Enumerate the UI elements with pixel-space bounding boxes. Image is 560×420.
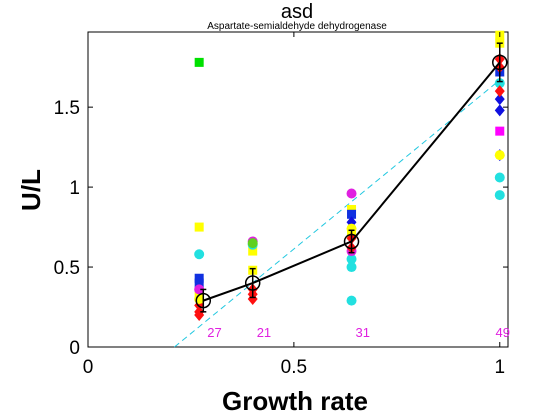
mean-point: [343, 233, 360, 250]
x-tick-label: 0.5: [281, 357, 307, 378]
y-tick-label: 1.5: [54, 98, 80, 119]
x-tick-label: 0: [83, 357, 94, 378]
sample-count-label: 49: [496, 325, 510, 340]
data-point: [495, 126, 505, 136]
x-tick-label: 1: [494, 357, 505, 378]
data-point: [194, 278, 204, 288]
data-point: [494, 104, 505, 117]
data-point: [346, 295, 357, 306]
sample-count-label: 21: [257, 325, 271, 340]
y-tick-label: 0.5: [54, 258, 80, 279]
sample-count-label: 27: [207, 325, 221, 340]
data-point: [347, 204, 357, 214]
data-point: [494, 150, 505, 161]
y-tick-label: 1: [69, 178, 80, 199]
mean-point: [195, 292, 212, 309]
y-tick-label: 0: [69, 338, 80, 359]
fit-line: [174, 79, 501, 348]
mean-point: [492, 54, 508, 71]
data-point: [194, 249, 205, 260]
data-point: [194, 284, 205, 295]
data-point: [494, 78, 505, 89]
data-point: [494, 93, 505, 106]
data-point: [346, 188, 357, 199]
data-point: [247, 238, 258, 249]
data-point: [494, 85, 505, 98]
data-point: [194, 57, 204, 67]
data-point: [346, 254, 357, 265]
data-point: [347, 209, 357, 219]
data-point: [346, 262, 357, 273]
mean-point: [244, 275, 261, 291]
data-point: [248, 246, 258, 256]
x-axis-label: Growth rate: [222, 386, 368, 416]
data-point: [494, 172, 505, 183]
data-point: [247, 293, 258, 306]
data-point: [346, 223, 357, 234]
mean-line: [202, 61, 501, 302]
data-point: [194, 222, 204, 232]
data-point: [194, 273, 204, 283]
sample-count-label: 31: [356, 325, 370, 340]
y-axis-label: U/L: [16, 169, 46, 211]
plot-area: [87, 31, 509, 348]
axis-layer: 0 0.5 1 0 0.5 1 1.5: [54, 32, 508, 378]
chart-subtitle: Aspartate-semialdehyde dehydrogenase: [207, 21, 387, 32]
data-point: [494, 190, 505, 201]
chart-title: asd: [281, 1, 313, 23]
plot-layer: 27 21 31 49: [174, 30, 510, 348]
